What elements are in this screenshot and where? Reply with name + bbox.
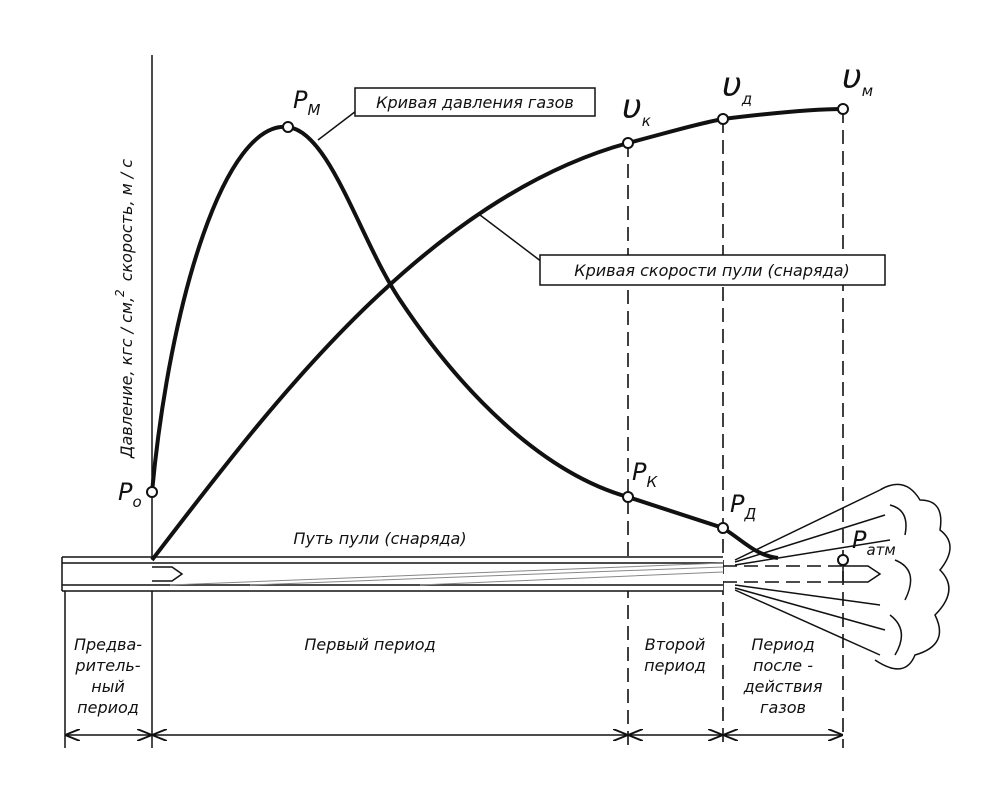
point-label: υд: [722, 65, 752, 108]
period-label: период: [644, 656, 706, 675]
axis-label-rest: скорость, м / с: [117, 159, 136, 282]
gas-plume: [734, 483, 951, 670]
label-part: м: [862, 82, 873, 100]
label-part: о: [132, 493, 141, 511]
label-part: К: [646, 473, 658, 491]
point-label: Pатм: [852, 526, 896, 559]
label-part: P: [852, 526, 867, 554]
period-label: Предва-: [74, 635, 142, 654]
leader-line: [317, 107, 361, 141]
point-label: υк: [622, 87, 651, 130]
period-labels: Предва-ритель-ный период Первый период Втор…: [74, 635, 823, 717]
period-label: Первый период: [304, 635, 435, 654]
point-label: Pо: [118, 478, 142, 511]
label-part: υ: [622, 87, 642, 127]
axis-label-sup: 2: [113, 289, 127, 297]
point-marker: [622, 137, 634, 149]
leader-line: [479, 214, 543, 263]
path-label: Путь пули (снаряда): [293, 529, 466, 548]
period-label: Период: [751, 635, 814, 654]
period-label: ритель-: [74, 656, 140, 675]
callout-text: Кривая давления газов: [376, 93, 574, 112]
callout-box: [539, 254, 886, 286]
label-part: P: [293, 86, 308, 114]
label-part: к: [642, 112, 651, 130]
label-part: д: [741, 90, 752, 108]
period-label: действия: [743, 677, 823, 696]
point-marker: [146, 486, 158, 498]
point-marker: [837, 554, 849, 566]
point-marker: [282, 121, 294, 133]
label-part: P: [118, 478, 133, 506]
label-part: P: [632, 458, 647, 486]
period-label: после -: [753, 656, 813, 675]
point-marker: [837, 103, 849, 115]
period-label: период: [77, 698, 139, 717]
period-label: ный: [91, 677, 125, 696]
label-part: М: [307, 101, 320, 119]
label-part: υ: [722, 65, 742, 105]
point-label: PМ: [293, 86, 320, 119]
axis-label-main: Давление, кгс / см,: [117, 297, 136, 459]
velocity-curve: [150, 107, 844, 562]
point-marker: [622, 491, 634, 503]
period-label: Второй: [645, 635, 705, 654]
callout-box: [354, 87, 596, 117]
point-marker: [717, 522, 729, 534]
point-marker: [717, 113, 729, 125]
point-label: PК: [632, 458, 658, 491]
point-label: υм: [842, 57, 873, 100]
barrel: [61, 556, 882, 592]
label-part: атм: [866, 541, 895, 559]
point-label: PД: [730, 490, 756, 523]
label-part: υ: [842, 57, 862, 97]
period-label: газов: [760, 698, 806, 717]
label-part: P: [730, 490, 745, 518]
axis-label: Давление, кгс / см,2 скорость, м / с: [113, 159, 136, 459]
callout-text: Кривая скорости пули (снаряда): [574, 261, 850, 280]
label-part: Д: [743, 505, 756, 523]
